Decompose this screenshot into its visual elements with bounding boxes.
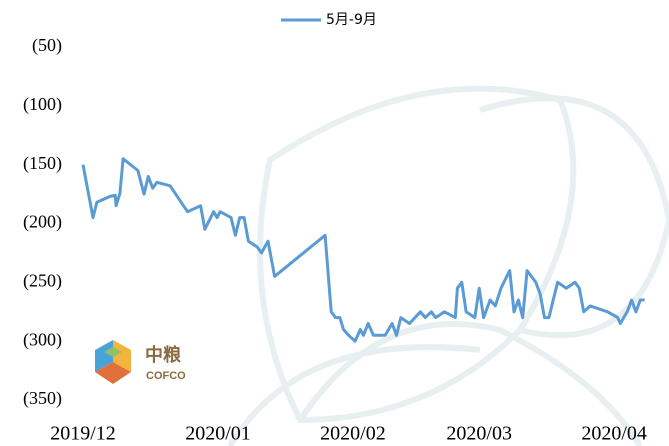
logo: 中粮 COFCO [95, 340, 186, 384]
legend-label: 5月-9月 [326, 12, 377, 28]
logo-en: COFCO [146, 370, 186, 382]
y-tick-label: (150) [23, 153, 62, 174]
x-tick-label: 2020/03 [446, 423, 512, 445]
y-tick-label: (50) [32, 35, 62, 56]
data-line [81, 157, 645, 343]
x-tick-label: 2020/01 [185, 423, 251, 445]
y-tick-label: (250) [23, 270, 62, 291]
watermark-shapes [227, 85, 669, 446]
y-tick-label: (200) [23, 212, 62, 233]
x-tick-label: 2020/04 [581, 423, 647, 445]
y-tick-label: (350) [23, 388, 62, 409]
y-tick-label: (300) [23, 329, 62, 350]
logo-cn: 中粮 [145, 344, 181, 366]
x-tick-label: 2020/02 [320, 423, 386, 445]
x-tick-label: 2019/12 [50, 423, 116, 445]
y-tick-label: (100) [23, 94, 62, 115]
